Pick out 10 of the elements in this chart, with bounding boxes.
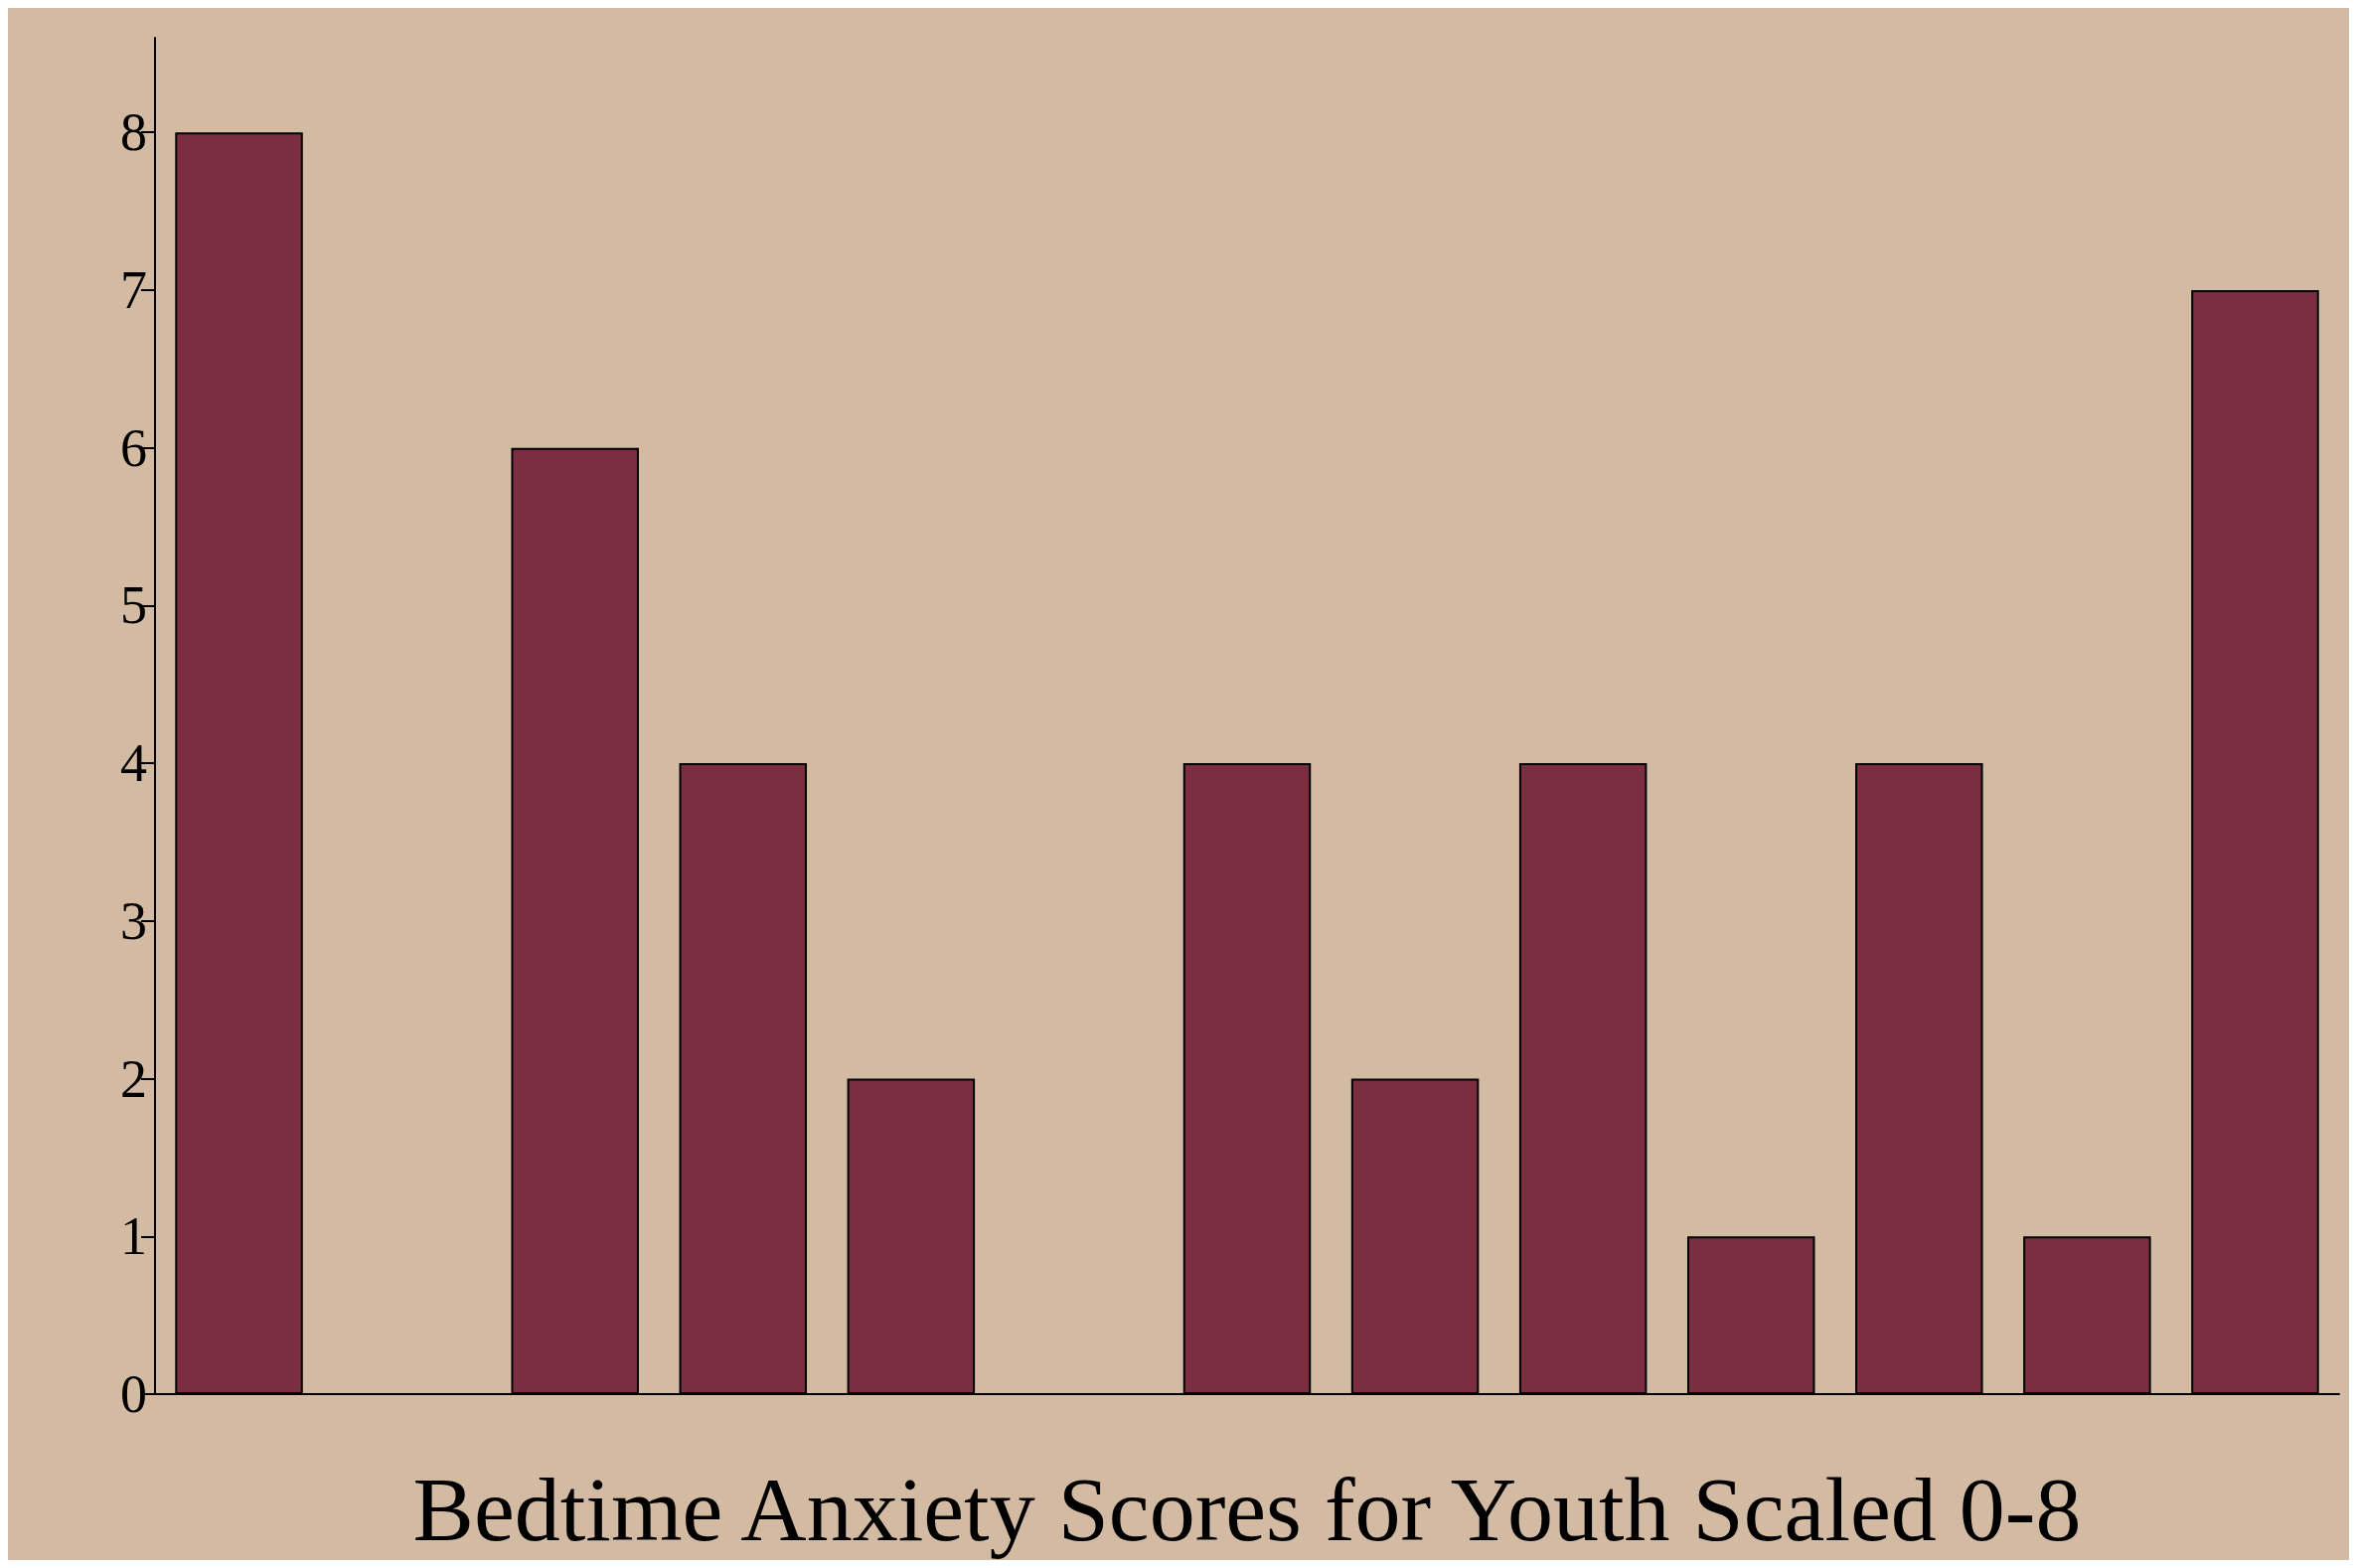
x-axis-title: Bedtime Anxiety Scores for Youth Scaled 0-8 [412,1459,2082,1560]
y-tick-label: 6 [120,417,147,478]
y-tick-label: 4 [120,733,147,794]
y-tick-label: 1 [120,1206,147,1267]
y-tick-label: 8 [120,102,147,163]
y-tick-label: 0 [120,1364,147,1424]
y-tick-label: 3 [120,890,147,951]
y-tick-label: 5 [120,575,147,636]
y-tick-label: 7 [120,259,147,320]
y-tick-label: 2 [120,1048,147,1109]
